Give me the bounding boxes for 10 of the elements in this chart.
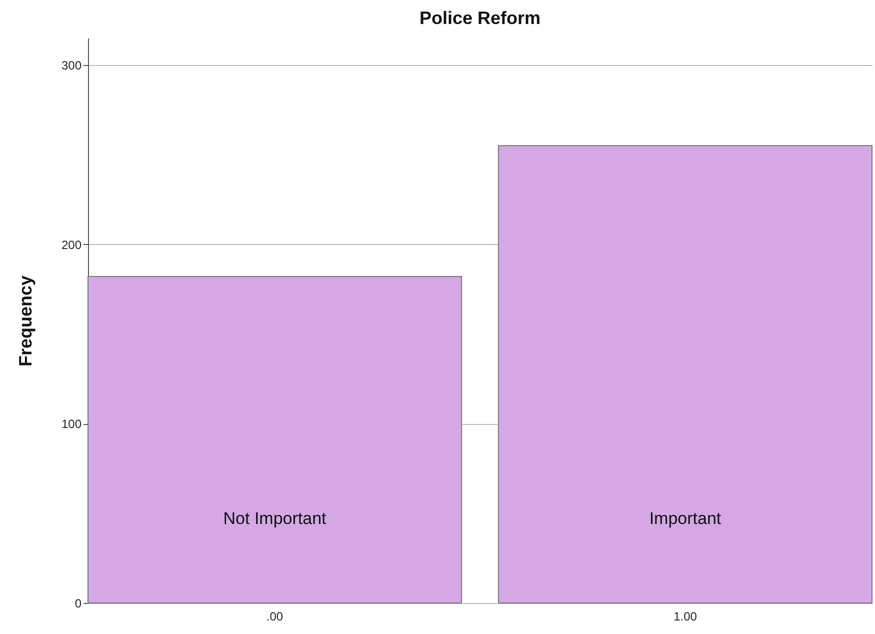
annotation: Not Important <box>223 509 327 528</box>
y-tick-label: 0 <box>74 596 82 610</box>
y-tick-label: 100 <box>61 417 82 432</box>
y-axis-title: Frequency <box>15 275 36 367</box>
x-tick-label: 1.00 <box>674 610 698 624</box>
annotation: Important <box>649 509 722 528</box>
y-tick-label: 200 <box>61 238 82 252</box>
x-tick-label: .00 <box>266 610 284 624</box>
y-tick-label: 300 <box>61 58 82 72</box>
chart-title: Police Reform <box>419 8 541 28</box>
